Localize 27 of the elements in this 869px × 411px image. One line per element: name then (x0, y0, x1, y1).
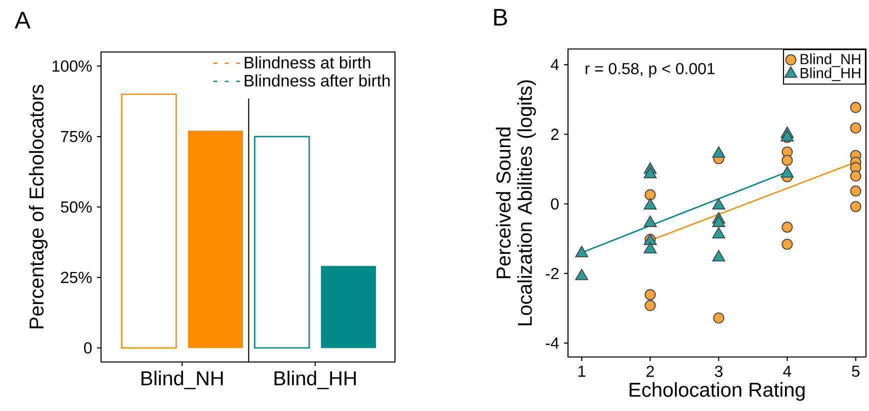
chart-title: B (494, 8, 507, 26)
annotation: r = 0.58, p < 0.001 (586, 62, 715, 78)
legend-label: Blindness at birth (244, 56, 370, 69)
y-tick-label: -2 (546, 268, 558, 280)
y-tick-label: 50% (60, 201, 92, 213)
x-tick-label: Blind_HH (274, 370, 356, 390)
x-tick-label: 2 (646, 366, 654, 377)
legend-label: Blind_HH (800, 67, 860, 82)
y-tick-label: 75% (61, 130, 92, 142)
y-axis-title: Perceived Sound Localization Abilities (logits) (496, 80, 536, 326)
y-tick-label: 100% (52, 60, 92, 72)
y-tick-label: 0 (84, 342, 92, 354)
x-axis-title: Echolocation Rating (630, 382, 805, 401)
y-tick-label: -4 (546, 338, 559, 349)
chart-title: A (14, 12, 31, 28)
y-tick-label: 4 (550, 59, 559, 70)
legend-label: Blind_NH (800, 54, 860, 68)
y-axis-title: Percentage of Echolocators (28, 84, 48, 328)
legend-label: Blindness after birth (244, 74, 390, 87)
y-tick-label: 25% (61, 272, 92, 284)
x-tick-label: 4 (783, 366, 792, 377)
x-tick-label: 1 (578, 366, 586, 377)
x-tick-label: Blind_NH (142, 370, 223, 390)
x-tick-label: 5 (852, 366, 860, 377)
y-tick-label: 0 (551, 198, 559, 210)
y-tick-label: 2 (551, 128, 558, 140)
x-tick-label: 3 (714, 366, 722, 378)
